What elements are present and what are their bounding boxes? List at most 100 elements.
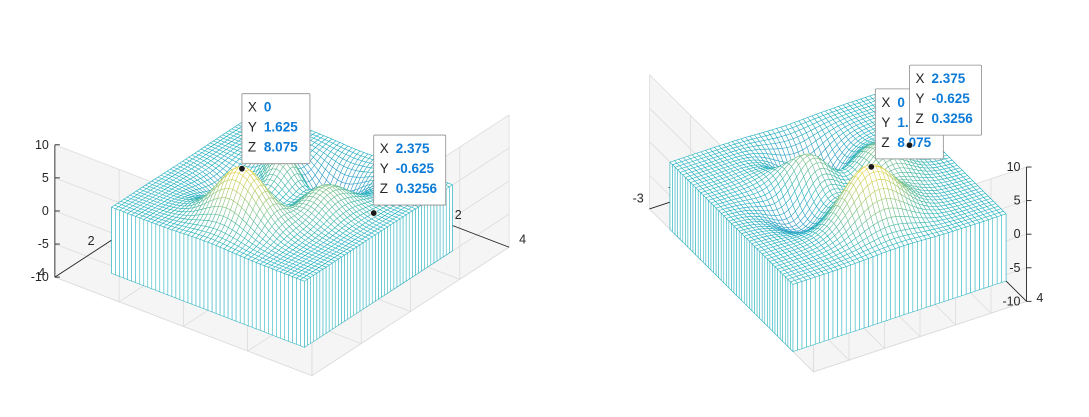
mesh-skirt-face bbox=[752, 244, 755, 314]
mesh-skirt-face bbox=[409, 211, 412, 279]
mesh-skirt-face bbox=[192, 237, 196, 306]
mesh-skirt-face bbox=[449, 185, 452, 253]
mesh-skirt-face bbox=[842, 267, 846, 336]
datatip-marker[interactable] bbox=[239, 165, 245, 171]
mesh-skirt-face bbox=[136, 216, 140, 284]
mesh-skirt-face bbox=[691, 183, 694, 253]
mesh-skirt-face bbox=[112, 207, 116, 275]
mesh-skirt-face bbox=[696, 188, 699, 258]
mesh-skirt-face bbox=[714, 206, 717, 276]
mesh-skirt-face bbox=[860, 260, 864, 329]
mesh-skirt-face bbox=[855, 262, 860, 331]
mesh-skirt-face bbox=[314, 273, 317, 341]
datatip-value: 8.075 bbox=[264, 140, 298, 155]
mesh-skirt-face bbox=[308, 277, 311, 345]
datatip-value: -0.625 bbox=[396, 161, 435, 176]
mesh-plot-right-svg[interactable]: 1050-5-10-4-2024-3-2-10123X0Y1.625Z8.075… bbox=[548, 0, 1089, 412]
datatip-label: Z bbox=[248, 140, 256, 155]
mesh-skirt-face bbox=[721, 213, 724, 282]
datatip-value: 2.375 bbox=[396, 141, 430, 156]
mesh-skirt-face bbox=[757, 249, 760, 319]
mesh-skirt-face bbox=[363, 241, 366, 309]
mesh-plot-left-svg[interactable]: 1050-5-10420-2-4-4-2024X0Y1.625Z8.075X2.… bbox=[0, 0, 540, 412]
mesh-skirt-face bbox=[778, 269, 781, 339]
mesh-skirt-face bbox=[388, 225, 391, 293]
mesh-skirt-face bbox=[248, 259, 252, 327]
mesh-skirt-face bbox=[152, 223, 156, 291]
mesh-skirt-face bbox=[913, 242, 918, 312]
mesh-skirt-face bbox=[332, 261, 335, 329]
mesh-skirt-face bbox=[683, 175, 686, 245]
mesh-skirt-face bbox=[962, 227, 967, 296]
mesh-skirt-face bbox=[268, 267, 272, 335]
mesh-skirt-face bbox=[252, 261, 256, 329]
mesh-skirt-face bbox=[895, 247, 899, 318]
mesh-skirt-face bbox=[140, 218, 144, 286]
mesh-skirt-face bbox=[156, 224, 160, 292]
mesh-skirt-face bbox=[971, 224, 976, 293]
mesh-skirt-face bbox=[846, 265, 851, 334]
mesh-skirt-face bbox=[264, 266, 268, 334]
x-tick-label: -3 bbox=[633, 192, 644, 206]
z-tick-label: -10 bbox=[1002, 294, 1020, 308]
mesh-skirt-face bbox=[729, 221, 732, 290]
z-tick-label: 0 bbox=[1014, 227, 1021, 241]
mesh-skirt-face bbox=[775, 267, 778, 337]
mesh-skirt-face bbox=[975, 223, 979, 292]
mesh-skirt-face bbox=[382, 229, 385, 297]
mesh-skirt-face bbox=[148, 221, 152, 289]
mesh-plot-right[interactable]: 1050-5-10-4-2024-3-2-10123X0Y1.625Z8.075… bbox=[548, 0, 1089, 412]
mesh-skirt-face bbox=[212, 244, 216, 314]
mesh-skirt-face bbox=[232, 252, 236, 321]
mesh-skirt-face bbox=[701, 193, 704, 263]
mesh-skirt-face bbox=[164, 227, 168, 295]
mesh-skirt-face bbox=[120, 210, 124, 278]
datatip-marker[interactable] bbox=[371, 210, 377, 216]
mesh-skirt-face bbox=[1002, 214, 1006, 283]
mesh-skirt-face bbox=[734, 226, 737, 295]
z-tick-label: 10 bbox=[1007, 160, 1021, 174]
mesh-skirt-face bbox=[184, 234, 188, 303]
mesh-skirt-face bbox=[926, 238, 931, 308]
mesh-skirt-face bbox=[922, 239, 926, 309]
mesh-skirt-face bbox=[988, 218, 992, 287]
mesh-skirt-face bbox=[406, 213, 409, 281]
mesh-skirt-face bbox=[762, 254, 765, 324]
mesh-skirt-face bbox=[767, 259, 770, 329]
mesh-skirt-face bbox=[685, 177, 688, 247]
mesh-skirt-face bbox=[780, 272, 783, 342]
mesh-skirt-face bbox=[770, 262, 773, 332]
z-tick-label: -5 bbox=[38, 237, 49, 251]
mesh-skirt-face bbox=[742, 234, 745, 304]
datatip-label: Y bbox=[380, 161, 389, 176]
mesh-skirt-face bbox=[719, 211, 722, 281]
mesh-skirt-face bbox=[400, 217, 403, 285]
mesh-skirt-face bbox=[737, 229, 740, 299]
mesh-skirt-face bbox=[341, 255, 344, 323]
mesh-skirt-face bbox=[348, 251, 351, 319]
mesh-skirt-face bbox=[673, 165, 676, 235]
mesh-plot-left[interactable]: 1050-5-10420-2-4-4-2024X0Y1.625Z8.075X2.… bbox=[0, 0, 540, 412]
mesh-skirt-face bbox=[180, 233, 184, 302]
mesh-skirt-face bbox=[908, 243, 912, 313]
datatip-value: 1.625 bbox=[264, 120, 298, 135]
mesh-skirt-face bbox=[891, 249, 896, 320]
mesh-skirt-face bbox=[755, 246, 758, 316]
mesh-skirt-face bbox=[851, 263, 855, 332]
mesh-skirt-face bbox=[749, 241, 752, 311]
mesh-skirt-face bbox=[372, 235, 375, 303]
mesh-skirt-face bbox=[320, 269, 323, 337]
mesh-skirt-face bbox=[338, 257, 341, 325]
mesh-skirt-face bbox=[935, 235, 939, 304]
mesh-skirt-face bbox=[357, 245, 360, 313]
mesh-skirt-face bbox=[224, 249, 228, 318]
z-tick-label: 5 bbox=[1014, 194, 1021, 208]
mesh-skirt-face bbox=[419, 205, 422, 273]
mesh-skirt-face bbox=[739, 231, 742, 301]
mesh-skirt-face bbox=[904, 244, 909, 314]
mesh-skirt-face bbox=[688, 180, 691, 250]
mesh-skirt-face bbox=[329, 263, 332, 331]
mesh-skirt-face bbox=[882, 252, 887, 322]
